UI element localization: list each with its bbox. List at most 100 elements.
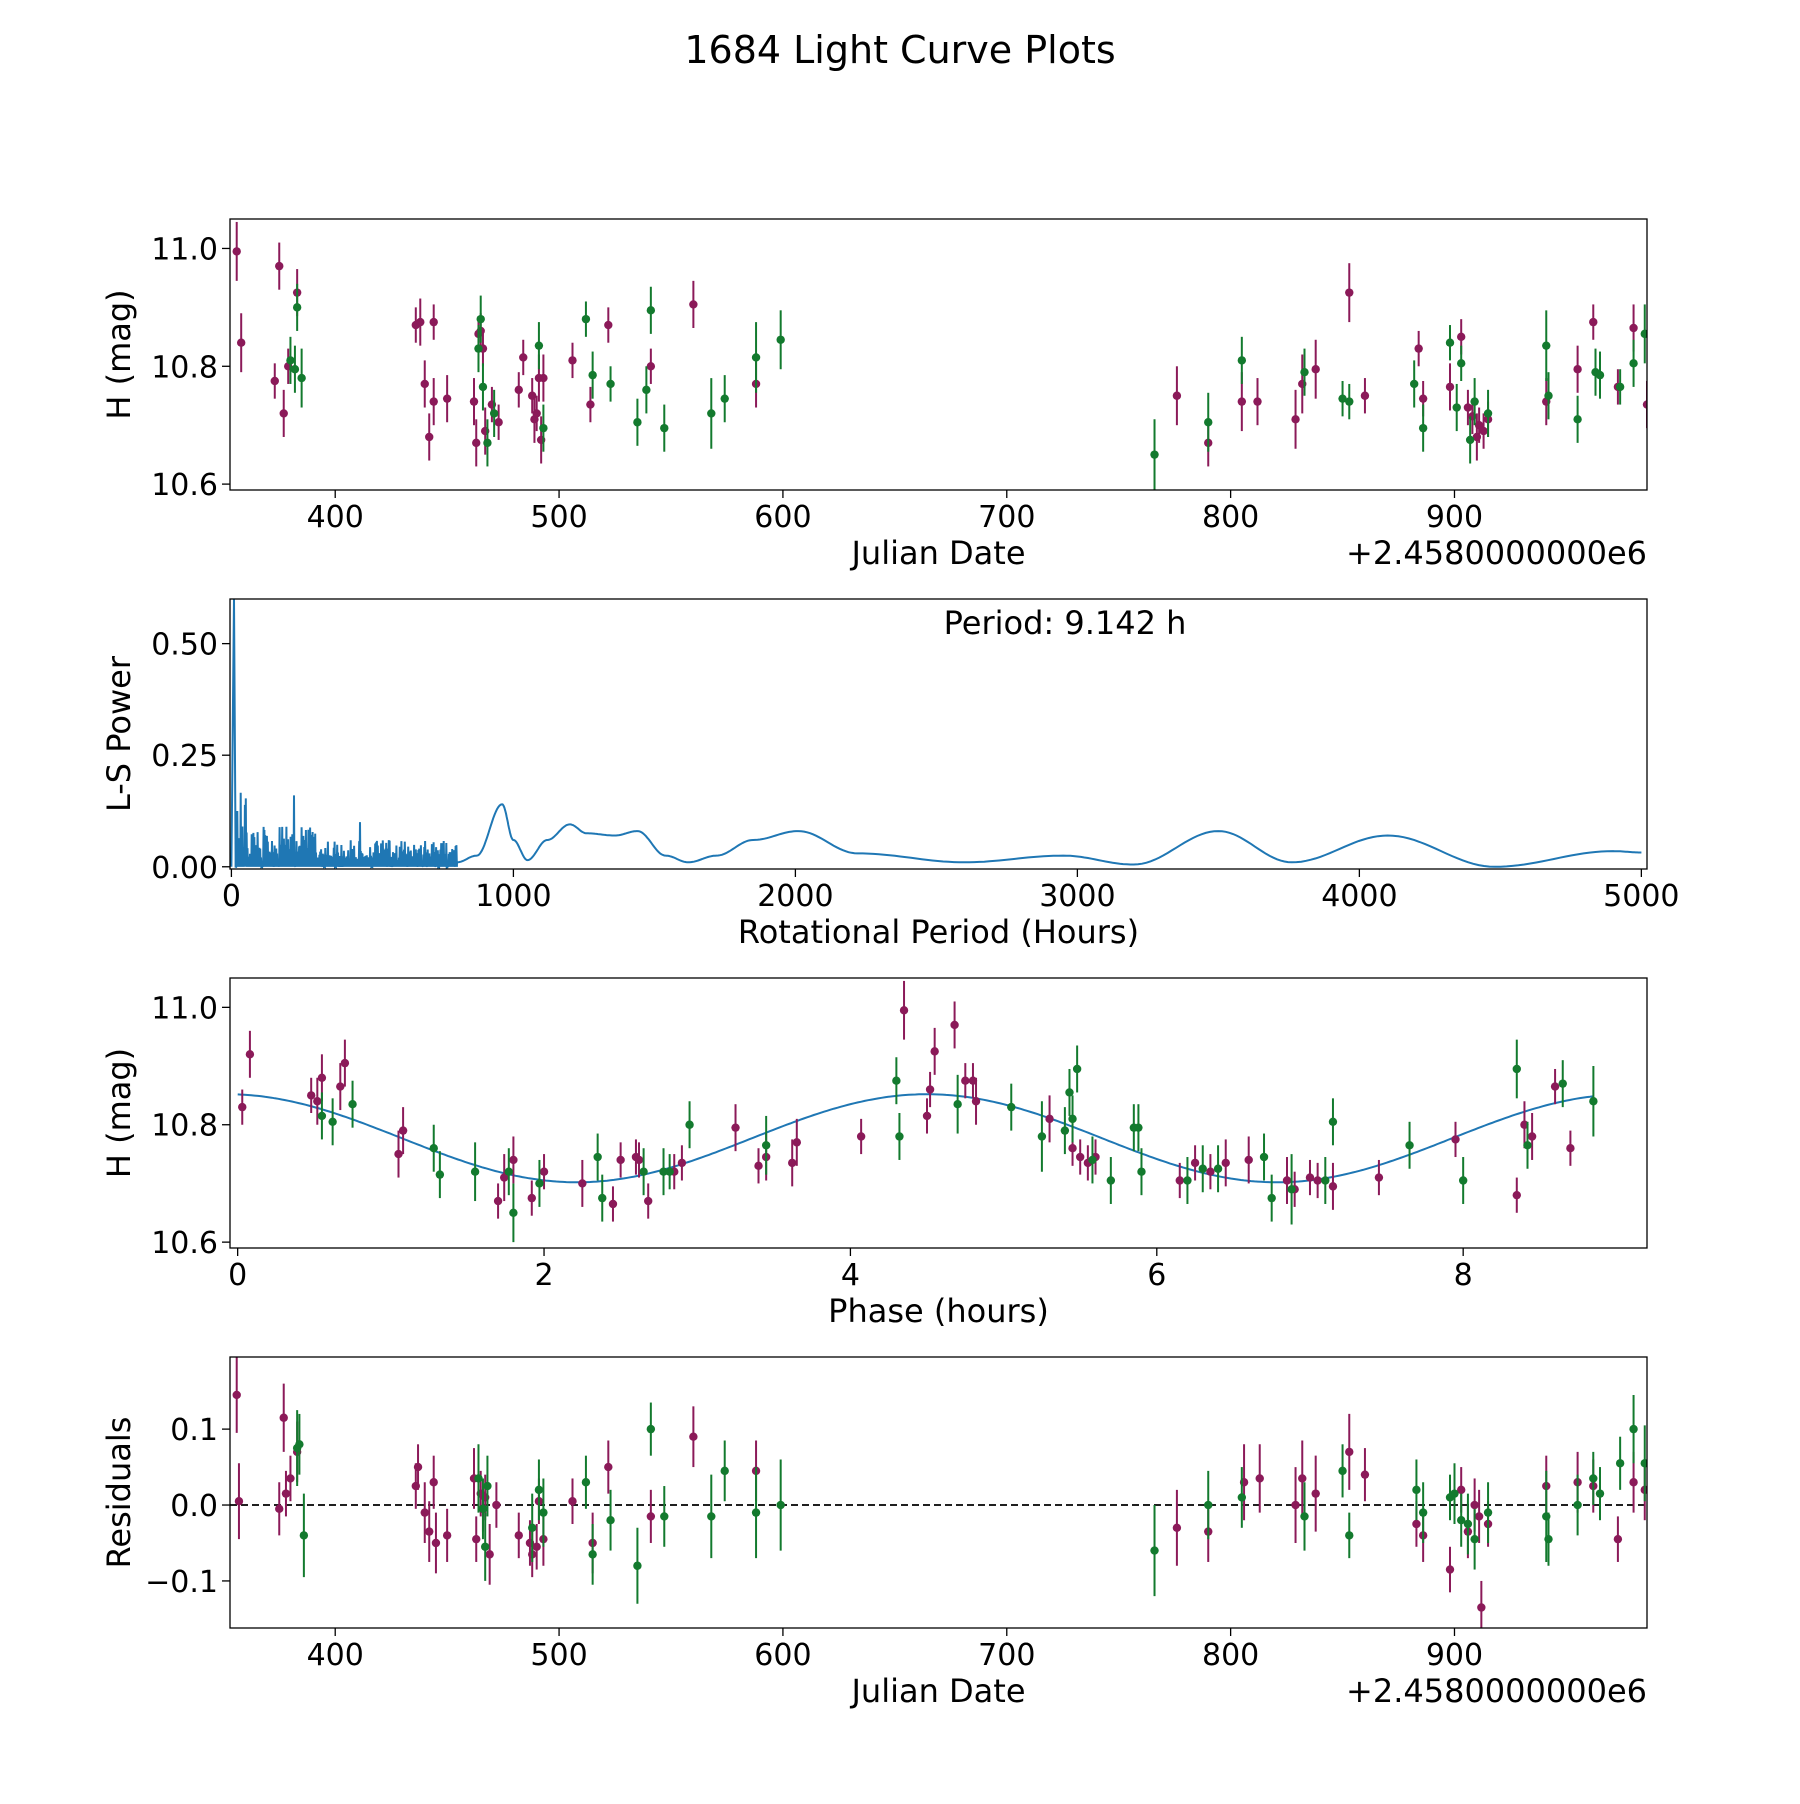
data-point: [1550, 1082, 1560, 1091]
data-point: [677, 1158, 687, 1168]
data-point: [660, 1512, 669, 1521]
data-point: [1527, 1132, 1537, 1141]
data-point: [1512, 1190, 1521, 1200]
data-point: [1595, 1489, 1605, 1498]
data-point: [1255, 1474, 1264, 1483]
data-point: [922, 1111, 932, 1121]
data-point: [279, 409, 288, 418]
data-point: [1589, 1474, 1598, 1483]
data-point: [720, 1466, 729, 1476]
x-tick-label: 800: [1202, 500, 1259, 535]
data-point: [1345, 288, 1354, 297]
data-point: [1007, 1102, 1016, 1112]
y-tick-label: −0.1: [145, 1565, 218, 1600]
data-point: [420, 1508, 429, 1517]
data-point: [425, 432, 434, 442]
data-point: [720, 394, 729, 403]
data-point: [474, 1474, 483, 1483]
data-point: [483, 438, 492, 448]
data-point: [398, 1126, 408, 1135]
data-point: [971, 1097, 981, 1106]
data-point: [689, 300, 698, 309]
x-tick-label: 4: [841, 1258, 860, 1293]
data-point: [581, 314, 591, 324]
data-point: [792, 1138, 801, 1147]
data-point: [1237, 1493, 1247, 1502]
y-tick-label: 0.50: [151, 628, 218, 663]
data-point: [1311, 365, 1320, 374]
data-point: [1409, 379, 1419, 389]
data-point: [299, 1531, 309, 1540]
data-point: [646, 1512, 656, 1521]
y-axis-label: Residuals: [100, 1417, 138, 1569]
data-point: [1072, 1064, 1082, 1074]
data-point: [1328, 1182, 1338, 1191]
data-point: [588, 370, 597, 380]
data-point: [1037, 1132, 1047, 1141]
x-axis-label: Julian Date: [849, 1672, 1025, 1710]
data-point: [1595, 370, 1605, 380]
y-axis-label: L-S Power: [100, 655, 138, 812]
data-point: [1300, 367, 1309, 377]
data-point: [1221, 1158, 1230, 1168]
data-point: [1321, 1176, 1330, 1185]
data-point: [297, 373, 306, 383]
data-point: [665, 1167, 674, 1176]
data-point: [1412, 1519, 1421, 1529]
axes-frame: [229, 1356, 1648, 1629]
x-tick-label: 900: [1426, 500, 1483, 535]
data-point: [1474, 1512, 1484, 1521]
data-point: [776, 1500, 785, 1510]
x-tick-label: 900: [1426, 1638, 1483, 1673]
data-point: [1566, 1144, 1575, 1153]
panel-lightcurve: 400 500 600 700 800 900 10.6 10.8 11.0 Julian Dat…: [100, 218, 1648, 572]
data-point: [1457, 1516, 1466, 1525]
x-axis-label: Julian Date: [849, 534, 1025, 572]
data-point: [1291, 1500, 1300, 1510]
data-point: [442, 394, 452, 403]
data-point: [1267, 1193, 1276, 1203]
data-point: [1213, 1164, 1223, 1173]
data-point: [1589, 1097, 1598, 1106]
data-point: [751, 353, 761, 362]
data-point: [606, 379, 615, 389]
data-point: [509, 1155, 518, 1165]
data-point: [429, 317, 438, 327]
data-point: [642, 385, 651, 395]
data-point: [1360, 391, 1370, 400]
data-point: [608, 1199, 618, 1209]
x-tick-label: 2000: [757, 879, 833, 914]
data-point: [646, 362, 656, 371]
data-point: [519, 353, 528, 362]
data-point: [1237, 397, 1247, 406]
data-point: [776, 335, 785, 344]
data-point: [1465, 435, 1475, 445]
y-tick-label: 10.8: [151, 1109, 218, 1144]
data-point: [707, 1512, 716, 1521]
data-point: [270, 376, 279, 386]
data-point: [425, 1527, 434, 1536]
data-point: [1076, 1152, 1085, 1162]
data-point: [470, 1167, 480, 1176]
data-point: [1479, 426, 1488, 436]
data-point: [290, 365, 300, 374]
data-point: [1474, 420, 1484, 430]
x-tick-label: 700: [978, 500, 1035, 535]
plot-area-lightcurve: [232, 221, 1647, 490]
data-point: [568, 1497, 577, 1506]
y-tick-label: 11.0: [151, 991, 218, 1026]
data-point: [961, 1076, 970, 1085]
data-point: [528, 1523, 537, 1532]
data-point: [514, 385, 523, 395]
data-point: [1573, 1500, 1582, 1510]
x-axis-label: Phase (hours): [828, 1292, 1049, 1330]
data-point: [275, 261, 284, 271]
data-point: [1463, 1519, 1473, 1529]
data-point: [431, 1538, 441, 1548]
data-point: [731, 1123, 740, 1132]
data-point: [1414, 344, 1423, 353]
data-point: [1287, 1185, 1296, 1194]
data-point: [1470, 397, 1479, 406]
data-point: [751, 1508, 761, 1517]
data-point: [1338, 1466, 1347, 1476]
